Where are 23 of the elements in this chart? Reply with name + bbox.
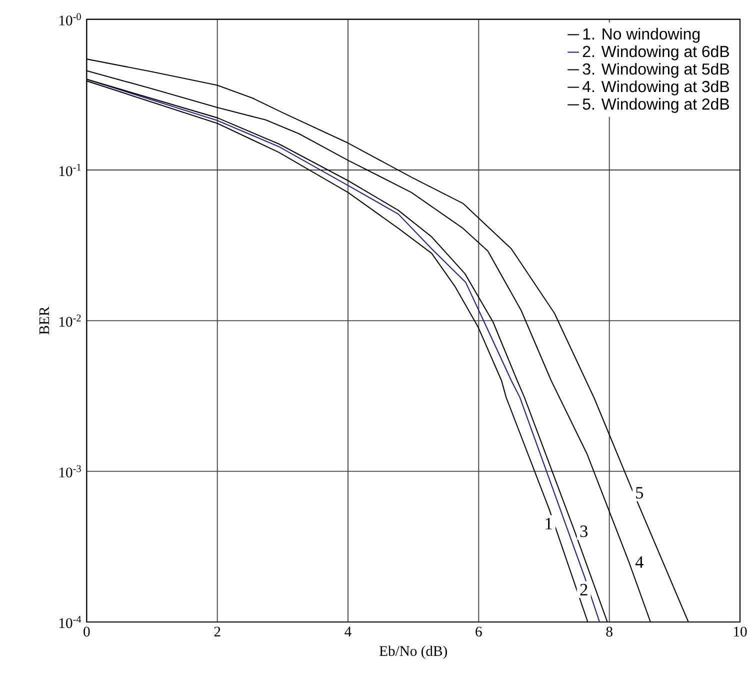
- y-tick-label: 10$^{-2}$: [59, 314, 81, 327]
- annotation: 1: [546, 518, 552, 530]
- x-tick-label: 4: [344, 626, 352, 636]
- x-tick-label: 2: [214, 626, 220, 636]
- x-tick-label: 8: [606, 626, 612, 637]
- legend-label: 1. No windowing: [583, 28, 700, 43]
- annotation: 3: [580, 525, 588, 538]
- y-tick-label: 10$^{-3}$: [59, 465, 81, 478]
- x-axis-title: Eb/No (dB): [379, 646, 447, 659]
- y-axis-title: BER: [39, 306, 50, 334]
- legend-label: 5. Windowing at 2dB: [582, 98, 729, 113]
- y-tick-label: 10$^{-0}$: [59, 13, 81, 26]
- y-tick-label: 10$^{-1}$: [59, 164, 81, 176]
- annotation: 2: [580, 584, 588, 596]
- y-tick-label: 10$^{-4}$: [59, 616, 82, 628]
- legend-label: 2. Windowing at 6dB: [582, 45, 729, 60]
- x-tick-label: 6: [476, 626, 482, 637]
- x-tick-label: 0: [84, 626, 90, 637]
- annotation: 4: [635, 556, 644, 568]
- legend-label: 4. Windowing at 3dB: [582, 80, 729, 96]
- legend-label: 3. Windowing at 5dB: [582, 62, 729, 78]
- x-tick-label: 10: [734, 626, 747, 637]
- annotation: 5: [636, 487, 644, 499]
